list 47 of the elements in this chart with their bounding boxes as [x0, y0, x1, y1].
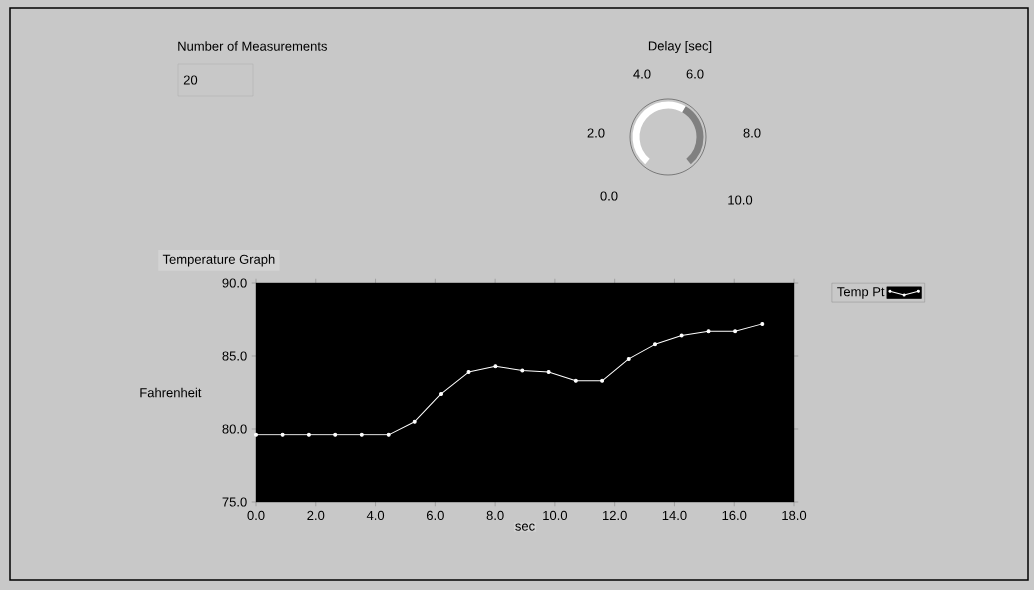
x-tick-label: 16.0: [722, 510, 747, 520]
x-tick-label: 18.0: [782, 510, 807, 520]
y-tick-label: 90.0: [222, 278, 247, 288]
y-tick-label: 75.0: [222, 497, 247, 507]
x-axis-title: sec: [515, 523, 535, 531]
x-tick-label: 6.0: [426, 510, 444, 520]
text: Number of Measurements: [178, 41, 327, 51]
point: [760, 321, 765, 326]
x-tick-label: 0.0: [247, 510, 265, 520]
text: 2.0: [587, 128, 605, 138]
x-tick-label: 4.0: [366, 510, 385, 520]
point: [493, 364, 498, 369]
x-tick-label: 8.0: [486, 510, 504, 520]
chart-title: Temperature Graph: [162, 254, 275, 267]
x-tick-label: 2.0: [307, 510, 325, 520]
point: [546, 370, 551, 375]
point: [706, 329, 711, 334]
text: 6.0: [686, 69, 704, 79]
x-tick-label: 10.0: [543, 510, 568, 520]
x-tick-label: 12.0: [603, 510, 627, 520]
y-tick-label: 85.0: [222, 351, 247, 361]
point: [306, 432, 311, 437]
point: [520, 368, 525, 373]
text: 20: [183, 75, 198, 85]
point: [653, 342, 658, 347]
text: 4.0: [633, 69, 651, 79]
point: [466, 370, 471, 375]
point: [439, 391, 444, 396]
point: [386, 432, 391, 437]
y-axis-title: Fahrenheit: [140, 387, 202, 398]
x-tick-label: 14.0: [662, 510, 687, 520]
point: [333, 432, 338, 437]
point: [254, 432, 258, 437]
point: [280, 432, 285, 437]
point: [733, 329, 738, 334]
point: [600, 378, 605, 383]
y-tick-label: 80.0: [222, 424, 247, 434]
point: [679, 333, 684, 338]
text: 10.0: [728, 195, 753, 205]
point: [573, 378, 578, 383]
legend-label: Temp Pt: [837, 287, 885, 299]
point: [359, 432, 364, 437]
text: Delay [sec]: [648, 40, 712, 54]
point: [412, 419, 417, 424]
point: [626, 356, 631, 361]
text: 0.0: [600, 191, 618, 201]
text: 8.0: [743, 128, 761, 138]
